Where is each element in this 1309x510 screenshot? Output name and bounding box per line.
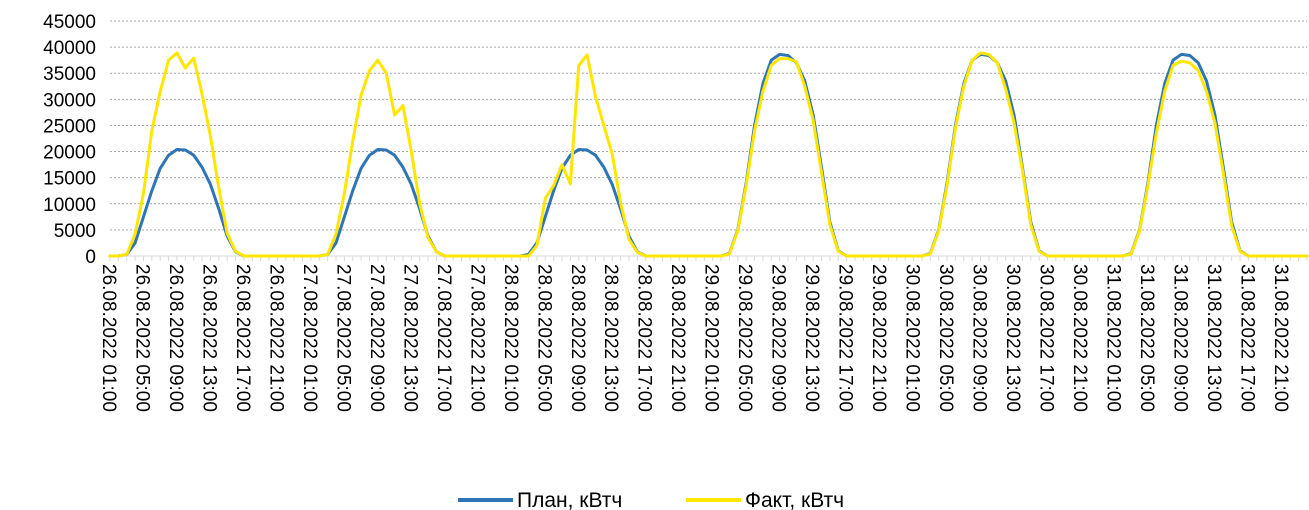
x-tick-label: 27.08.2022 13:00 <box>399 264 420 412</box>
y-tick-label: 15000 <box>43 169 96 190</box>
x-tick-label: 28.08.2022 09:00 <box>567 264 588 412</box>
x-tick-label: 27.08.2022 21:00 <box>466 264 487 412</box>
x-tick-label: 29.08.2022 09:00 <box>768 264 789 412</box>
x-tick-label: 26.08.2022 05:00 <box>131 264 152 412</box>
y-tick-label: 10000 <box>43 195 96 216</box>
x-tick-label: 30.08.2022 21:00 <box>1069 264 1090 412</box>
y-tick-label: 40000 <box>43 38 96 59</box>
x-tick-label: 29.08.2022 01:00 <box>701 264 722 412</box>
y-tick-label: 45000 <box>43 12 96 33</box>
y-tick-label: 20000 <box>43 143 96 164</box>
x-tick-label: 29.08.2022 21:00 <box>868 264 889 412</box>
y-tick-label: 25000 <box>43 116 96 137</box>
plot-area <box>108 51 1309 258</box>
x-tick-label: 27.08.2022 09:00 <box>366 264 387 412</box>
x-tick-label: 31.08.2022 09:00 <box>1169 264 1190 412</box>
x-tick-label: 27.08.2022 05:00 <box>332 264 353 412</box>
x-tick-label: 31.08.2022 01:00 <box>1102 264 1123 412</box>
x-tick-label: 28.08.2022 17:00 <box>634 264 655 412</box>
series-line-plan <box>108 52 1309 258</box>
gridlines <box>110 20 1307 231</box>
x-tick-label: 30.08.2022 17:00 <box>1036 264 1057 412</box>
y-axis: 0 5000 10000 15000 20000 25000 30000 35000 40000… <box>43 12 96 268</box>
x-tick-label: 26.08.2022 17:00 <box>232 264 253 412</box>
x-tick-label: 31.08.2022 13:00 <box>1203 264 1224 412</box>
legend-label-fact: Факт, кВтч <box>745 489 844 510</box>
x-tick-label: 27.08.2022 01:00 <box>299 264 320 412</box>
y-tick-label: 5000 <box>54 221 96 242</box>
x-tick-label: 26.08.2022 01:00 <box>98 264 119 412</box>
x-tick-label: 26.08.2022 09:00 <box>165 264 186 412</box>
legend-label-plan: План, кВтч <box>517 489 622 510</box>
x-tick-label: 30.08.2022 01:00 <box>902 264 923 412</box>
y-tick-label: 35000 <box>43 64 96 85</box>
x-tick-label: 31.08.2022 17:00 <box>1236 264 1257 412</box>
y-tick-label: 0 <box>85 247 96 268</box>
x-tick-label: 28.08.2022 01:00 <box>500 264 521 412</box>
x-tick-label: 26.08.2022 13:00 <box>198 264 219 412</box>
x-tick-label: 26.08.2022 21:00 <box>265 264 286 412</box>
x-tick-label: 29.08.2022 05:00 <box>734 264 755 412</box>
x-tick-label: 31.08.2022 05:00 <box>1136 264 1157 412</box>
x-tick-label: 29.08.2022 13:00 <box>801 264 822 412</box>
x-axis: 26.08.2022 01:00 26.08.2022 05:00 26.08.20… <box>98 255 1308 412</box>
x-tick-label: 29.08.2022 17:00 <box>835 264 856 412</box>
x-tick-label: 28.08.2022 13:00 <box>600 264 621 412</box>
x-tick-label: 27.08.2022 17:00 <box>433 264 454 412</box>
y-tick-label: 30000 <box>43 90 96 111</box>
x-tick-label: 30.08.2022 05:00 <box>935 264 956 412</box>
x-tick-label: 28.08.2022 05:00 <box>533 264 554 412</box>
x-tick-label: 28.08.2022 21:00 <box>667 264 688 412</box>
x-tick-label: 30.08.2022 09:00 <box>969 264 990 412</box>
legend: План, кВтч Факт, кВтч <box>458 489 844 510</box>
x-tick-label: 31.08.2022 21:00 <box>1270 264 1291 412</box>
series-line-fact <box>108 51 1309 258</box>
x-tick-label: 30.08.2022 13:00 <box>1002 264 1023 412</box>
